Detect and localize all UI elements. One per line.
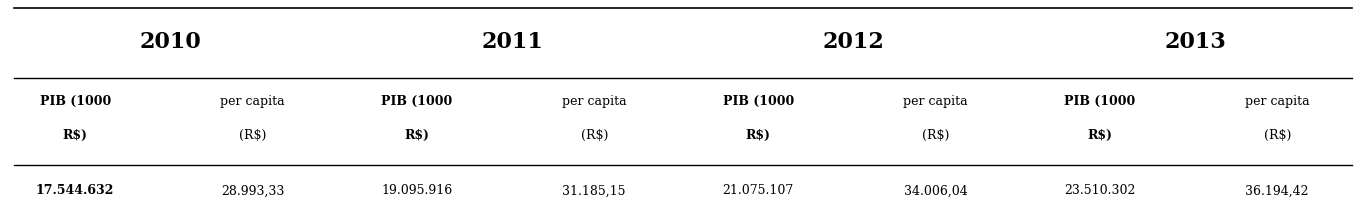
Text: 2013: 2013 bbox=[1164, 31, 1227, 53]
Text: (R$): (R$) bbox=[581, 129, 608, 142]
Text: R$): R$) bbox=[1087, 129, 1112, 142]
Text: per capita: per capita bbox=[220, 95, 285, 108]
Text: per capita: per capita bbox=[561, 95, 627, 108]
Text: 23.510.302: 23.510.302 bbox=[1064, 184, 1135, 197]
Text: (R$): (R$) bbox=[922, 129, 949, 142]
Text: PIB (1000: PIB (1000 bbox=[1064, 95, 1135, 108]
Text: 31.185,15: 31.185,15 bbox=[563, 184, 626, 197]
Text: 2010: 2010 bbox=[139, 31, 202, 53]
Text: per capita: per capita bbox=[903, 95, 968, 108]
Text: R$): R$) bbox=[746, 129, 770, 142]
Text: PIB (1000: PIB (1000 bbox=[381, 95, 452, 108]
Text: 36.194,42: 36.194,42 bbox=[1246, 184, 1309, 197]
Text: PIB (1000: PIB (1000 bbox=[723, 95, 794, 108]
Text: 2012: 2012 bbox=[822, 31, 885, 53]
Text: PIB (1000: PIB (1000 bbox=[40, 95, 111, 108]
Text: R$): R$) bbox=[63, 129, 87, 142]
Text: (R$): (R$) bbox=[239, 129, 266, 142]
Text: 34.006,04: 34.006,04 bbox=[904, 184, 967, 197]
Text: 28.993,33: 28.993,33 bbox=[221, 184, 284, 197]
Text: 19.095.916: 19.095.916 bbox=[381, 184, 452, 197]
Text: 17.544.632: 17.544.632 bbox=[36, 184, 115, 197]
Text: 21.075.107: 21.075.107 bbox=[723, 184, 794, 197]
Text: R$): R$) bbox=[404, 129, 429, 142]
Text: per capita: per capita bbox=[1244, 95, 1310, 108]
Text: 2011: 2011 bbox=[481, 31, 544, 53]
Text: (R$): (R$) bbox=[1264, 129, 1291, 142]
